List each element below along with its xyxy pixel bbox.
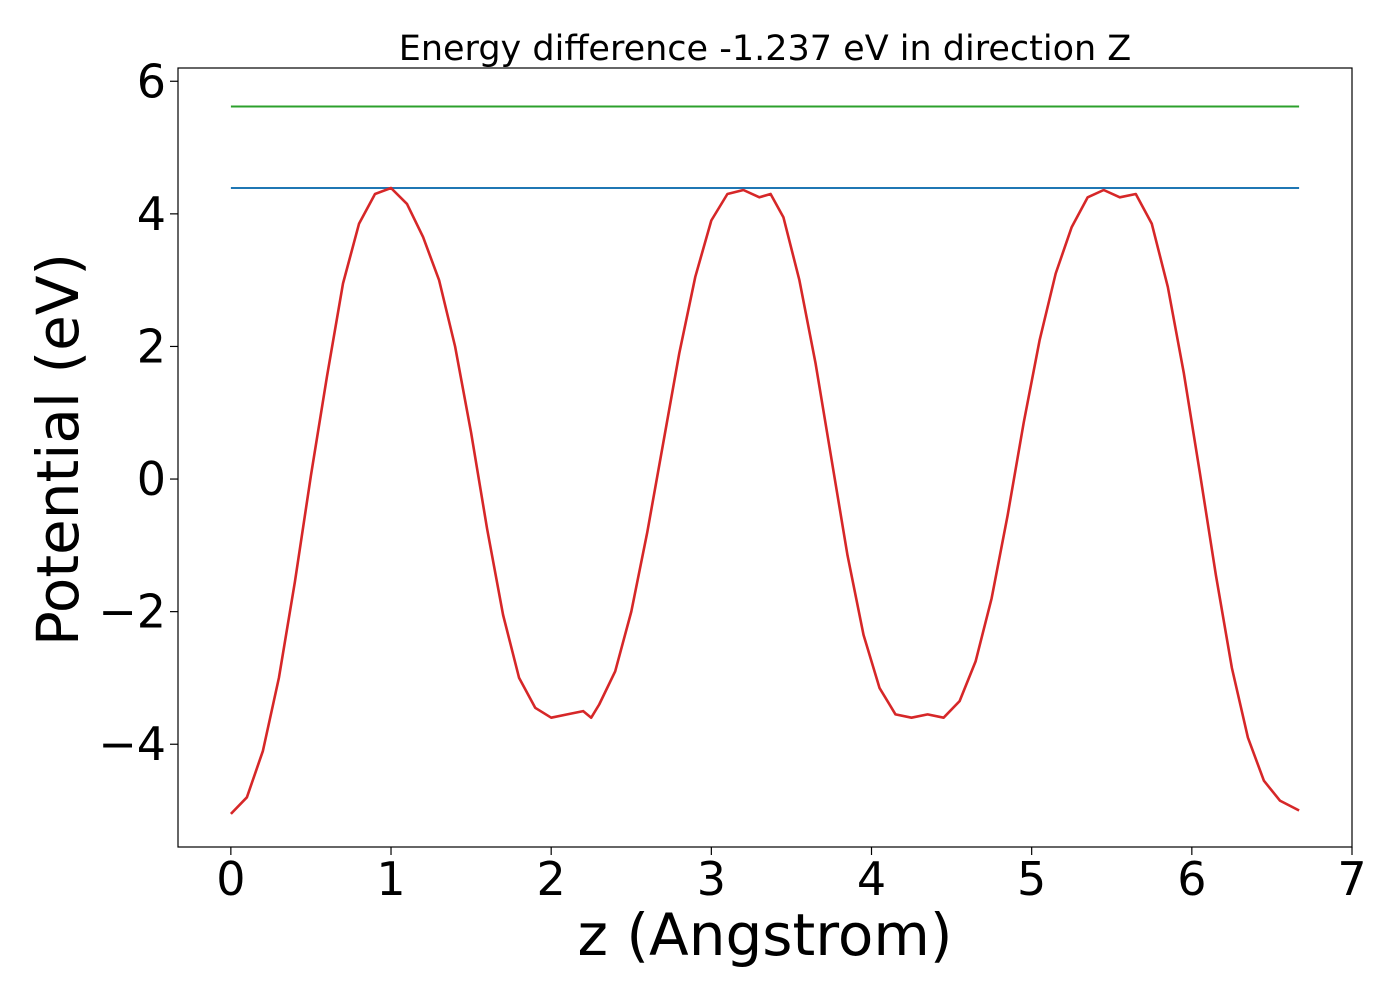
- x-tick-label: 3: [697, 852, 726, 906]
- y-tick-label: 2: [137, 319, 166, 373]
- x-tick-label: 2: [537, 852, 566, 906]
- y-tick-label: 6: [137, 54, 166, 108]
- x-tick-label: 0: [216, 852, 245, 906]
- chart-title: Energy difference -1.237 eV in direction…: [399, 29, 1132, 69]
- series-line-2: [229, 186, 1300, 815]
- y-axis-label: Potential (eV): [24, 253, 92, 646]
- plot-frame: [177, 67, 1353, 848]
- x-tick-label: 6: [1177, 852, 1206, 906]
- x-axis-label: z (Angstrom): [578, 901, 953, 969]
- y-axis-ticks: −4 −2 0 2 4 6: [98, 54, 178, 771]
- y-tick-label: 0: [137, 452, 166, 506]
- x-tick-label: 5: [1017, 852, 1046, 906]
- series-layer: [229, 105, 1300, 815]
- y-tick-label: −4: [98, 717, 166, 771]
- x-tick-label: 1: [376, 852, 405, 906]
- x-tick-label: 7: [1337, 852, 1366, 906]
- x-axis-ticks: 0 1 2 3 4 5 6 7: [216, 847, 1367, 906]
- y-tick-label: 4: [137, 187, 166, 241]
- y-tick-label: −2: [98, 585, 166, 639]
- x-tick-label: 4: [857, 852, 886, 906]
